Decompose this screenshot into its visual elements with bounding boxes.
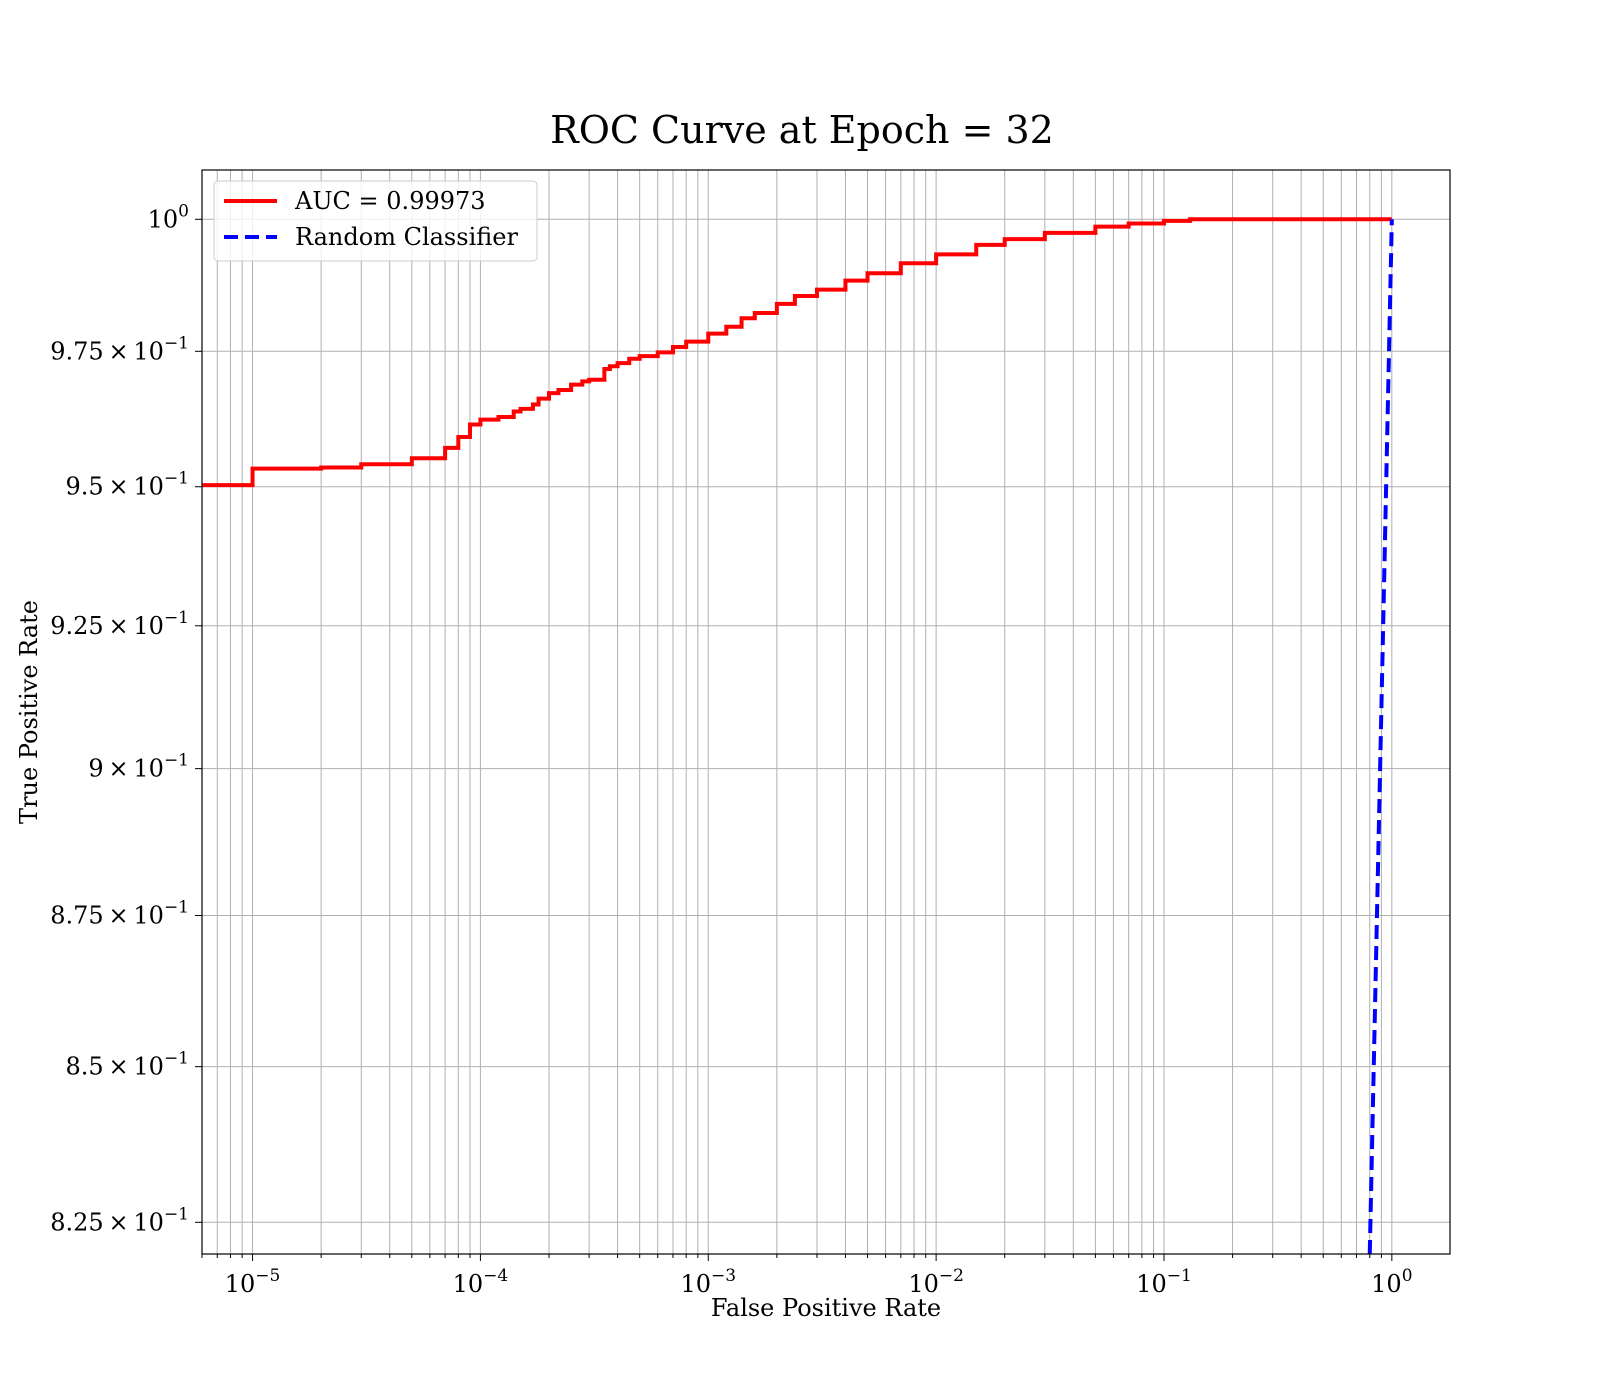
x-tick-label: 100	[1371, 1266, 1412, 1298]
x-tick-label: 10−1	[1136, 1266, 1192, 1298]
y-tick-label: 9.5 × 10−1	[66, 469, 189, 501]
chart-title: ROC Curve at Epoch = 32	[550, 108, 1054, 152]
grid	[201, 170, 1450, 1254]
y-tick-label: 8.75 × 10−1	[50, 898, 189, 930]
series-line-1	[202, 217, 1392, 488]
x-tick-label: 10−4	[453, 1266, 509, 1298]
y-tick-label: 8.5 × 10−1	[66, 1049, 189, 1081]
y-tick-label: 9.25 × 10−1	[50, 608, 189, 640]
legend-label: Random Classifier	[295, 223, 518, 251]
legend-label: AUC = 0.99973	[294, 187, 486, 215]
series-layer	[202, 217, 1394, 1255]
plot-frame	[201, 169, 1451, 1255]
x-axis-label: False Positive Rate	[711, 1294, 941, 1322]
x-tick-label: 10−2	[908, 1266, 964, 1298]
y-tick-label: 9.75 × 10−1	[50, 333, 189, 365]
series-line-2	[1367, 219, 1394, 1255]
y-tick-label: 8.25 × 10−1	[50, 1204, 189, 1236]
y-axis-label: True Positive Rate	[15, 600, 43, 824]
y-ticks: 100 9.75 × 10−1 9.5 × 10−1 9.25 × 10−1 9 × 1…	[50, 201, 202, 1236]
legend: AUC = 0.99973 Random Classifier	[213, 180, 538, 262]
y-tick-label: 100	[148, 201, 189, 233]
x-tick-label: 10−3	[680, 1266, 736, 1298]
x-ticks: 10−5 10−4 10−3 10−2 10−1 100	[201, 1254, 1413, 1298]
y-tick-label: 9 × 10−1	[88, 751, 189, 783]
x-tick-label: 10−5	[225, 1266, 281, 1298]
legend-box	[213, 180, 538, 262]
